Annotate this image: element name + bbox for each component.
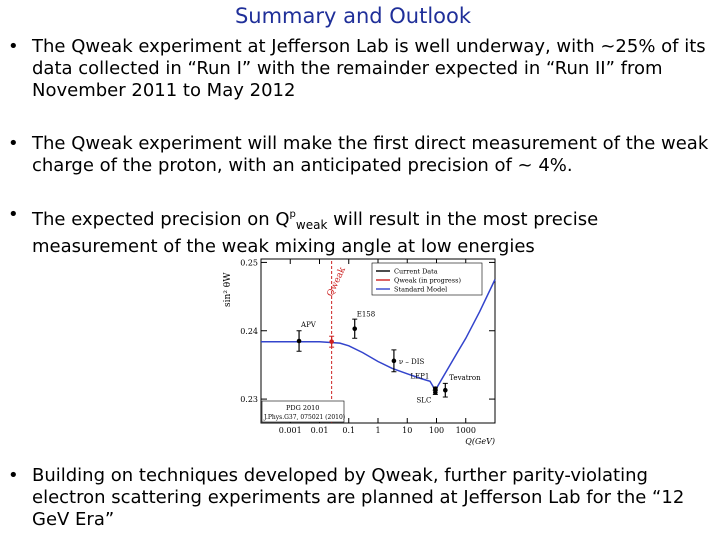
chart-series: [261, 279, 496, 392]
y-tick-label: 0.23: [240, 395, 258, 404]
data-point: [433, 386, 438, 391]
data-point: [352, 326, 358, 331]
bullet-text: Building on techniques developed by Qwea…: [32, 465, 685, 530]
x-tick-label: 0.01: [311, 426, 329, 435]
legend-box: [371, 262, 483, 296]
x-tick-label: 0.1: [342, 426, 355, 435]
point-label: LEP1: [410, 373, 429, 381]
x-tick-label: 100: [429, 426, 444, 435]
data-point: [443, 387, 448, 393]
bullet-item: • The expected precision on Qpweak will …: [8, 204, 713, 258]
weak-mixing-angle-chart: 0.25 0.24 0.23 0.001 0.01 0.1 1 10 100 1000 Q(GeV)…: [223, 258, 496, 446]
x-tick-label: 1000: [456, 426, 476, 435]
bullet-text-subscript: weak: [295, 218, 328, 232]
bullet-item: • The Qweak experiment at Jefferson Lab …: [8, 36, 713, 102]
bullet-marker: •: [8, 204, 19, 225]
x-axis-label: Q(GeV): [465, 437, 495, 446]
point-label: SLC: [417, 396, 432, 404]
reference-box: [261, 400, 345, 423]
x-tick-label: 0.001: [279, 426, 302, 435]
y-tick-label: 0.25: [240, 258, 258, 267]
y-tick-label: 0.24: [240, 327, 258, 336]
standard-model-curve: [261, 279, 496, 392]
bullet-marker: •: [8, 465, 19, 486]
chart-axes: 0.25 0.24 0.23 0.001 0.01 0.1 1 10 100 1000 Q(GeV)…: [223, 258, 495, 446]
x-tick-label: 1: [375, 426, 380, 435]
data-point: [329, 339, 334, 344]
bullet-item: • The Qweak experiment will make the fir…: [8, 133, 713, 177]
bullet-text: The Qweak experiment will make the first…: [32, 133, 709, 176]
legend-entry: Current Data: [394, 268, 438, 276]
y-axis-label: sin² θW: [223, 272, 233, 307]
slide-title: Summary and Outlook: [234, 4, 472, 28]
bullet-text: The expected precision on Qpweak will re…: [32, 204, 713, 258]
point-label: APV: [300, 321, 317, 329]
point-label: ν – DIS: [399, 358, 425, 366]
bullet-text-post: will result in the most precise measurem…: [32, 209, 599, 257]
bullet-item: • Building on techniques developed by Qw…: [8, 465, 713, 531]
chart-points: APV E158 ν – DIS LEP1 SLC Tevatron: [296, 261, 481, 423]
point-label: E158: [357, 311, 375, 319]
reference-line-1: PDG 2010: [286, 404, 319, 412]
reference-line-2: J.Phys.G37, 075021 (2010): [263, 414, 345, 421]
point-label: Tevatron: [449, 374, 481, 382]
data-point: [391, 358, 397, 364]
legend-entry: Standard Model: [394, 286, 447, 294]
data-point: [433, 390, 438, 395]
bullet-text-pre: The expected precision on Q: [32, 209, 290, 230]
data-point: [296, 338, 302, 344]
legend-entry: Qweak (in progress): [394, 277, 461, 285]
bullet-marker: •: [8, 133, 19, 154]
x-tick-label: 10: [402, 426, 412, 435]
bullet-text: The Qweak experiment at Jefferson Lab is…: [32, 36, 706, 101]
bullet-marker: •: [8, 36, 19, 57]
bullet-text-superscript: p: [289, 209, 296, 220]
